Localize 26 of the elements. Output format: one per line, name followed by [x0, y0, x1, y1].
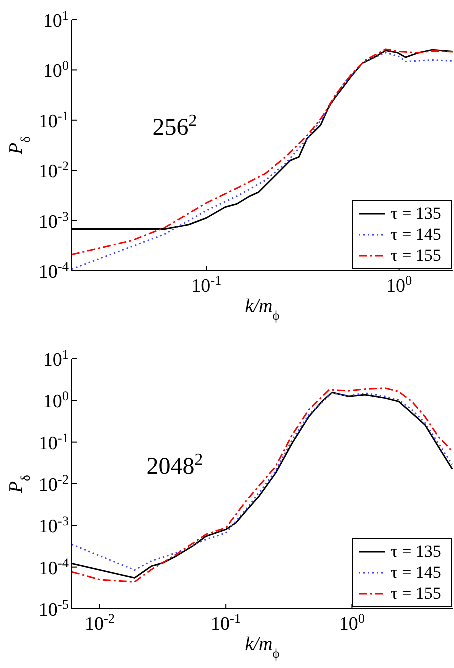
legend-label: τ = 155 — [391, 246, 442, 266]
annotation: 2048$^{2}$ — [146, 450, 204, 480]
x-tick-label: 10$^{-1}$ — [211, 610, 242, 635]
y-tick-label: 10$^{1}$ — [43, 8, 69, 32]
y-tick-label: 10$^{-2}$ — [38, 472, 69, 496]
legend-label: τ = 135 — [391, 542, 442, 562]
legend-label: τ = 145 — [391, 562, 442, 582]
y-tick-label: 10$^{-3}$ — [38, 513, 70, 538]
legend-label: τ = 155 — [391, 584, 442, 604]
x-axis-title: k/m$_{ϕ}$ — [245, 296, 280, 322]
legend-label: τ = 135 — [391, 204, 442, 224]
y-tick-label: 10$^{1}$ — [43, 346, 69, 371]
annotation: 256$^{2}$ — [152, 110, 198, 141]
y-tick-label: 10$^{-2}$ — [38, 158, 69, 183]
y-tick-label: 10$^{-4}$ — [38, 258, 70, 283]
y-tick-label: 10$^{-4}$ — [38, 554, 70, 580]
legend-label: τ = 145 — [391, 224, 442, 244]
y-tick-label: 10$^{-5}$ — [38, 596, 70, 621]
x-tick-label: 10$^{-2}$ — [84, 610, 116, 635]
y-tick-label: 10$^{-1}$ — [38, 108, 69, 132]
y-tick-label: 10$^{-1}$ — [38, 430, 69, 454]
x-tick-label: 10$^{0}$ — [339, 610, 366, 635]
y-tick-label: 10$^{0}$ — [43, 388, 70, 413]
x-axis-title: k/m$_{ϕ}$ — [245, 634, 280, 660]
y-tick-label: 10$^{-3}$ — [38, 208, 70, 233]
y-tick-label: 10$^{0}$ — [43, 58, 70, 82]
